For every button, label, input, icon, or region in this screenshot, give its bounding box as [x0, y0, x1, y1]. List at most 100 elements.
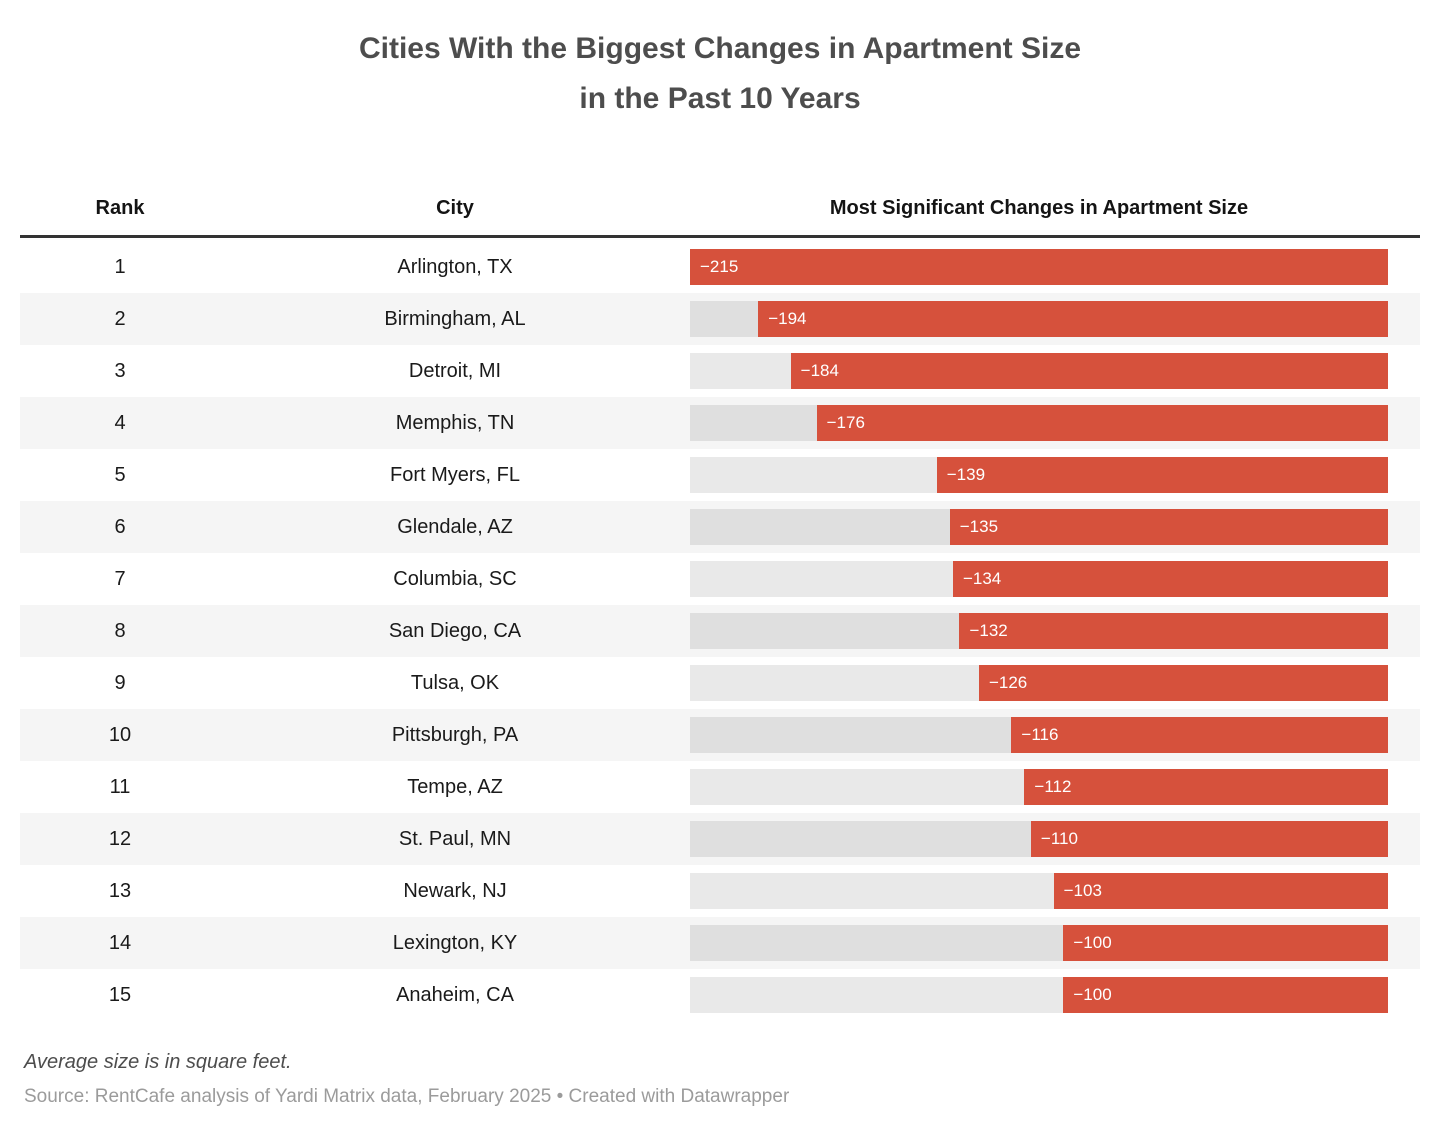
rank-cell: 8: [114, 619, 126, 642]
table-row: 11 Tempe, AZ −112: [20, 761, 1420, 813]
city-cell: San Diego, CA: [388, 619, 522, 642]
bar-value-label: −103: [1063, 881, 1102, 900]
bar-value-label: −112: [1034, 777, 1072, 796]
city-cell: Lexington, KY: [392, 931, 518, 954]
bar-track: −215: [690, 249, 1388, 285]
bar-value-label: −215: [700, 257, 739, 276]
bar-fill: −110: [1030, 821, 1388, 857]
bar-fill: −134: [952, 561, 1388, 597]
bar-fill: −132: [959, 613, 1388, 649]
city-cell: Tulsa, OK: [410, 671, 500, 694]
bar-cell: −112: [690, 769, 1420, 805]
table-row: 4 Memphis, TN −176: [20, 397, 1420, 449]
city-cell: Newark, NJ: [403, 879, 507, 902]
bar-track: −100: [690, 977, 1388, 1013]
bar-value-label: −116: [1021, 725, 1059, 744]
bar-fill: −184: [790, 353, 1388, 389]
bar-fill: −139: [936, 457, 1388, 493]
bar-track: −110: [690, 821, 1388, 857]
bar-cell: −135: [690, 509, 1420, 545]
rank-cell: 9: [114, 671, 126, 694]
table-row: 15 Anaheim, CA −100: [20, 969, 1420, 1021]
bar-track: −126: [690, 665, 1388, 701]
city-cell: Birmingham, AL: [384, 307, 526, 330]
table-row: 14 Lexington, KY −100: [20, 917, 1420, 969]
table-row: 6 Glendale, AZ −135: [20, 501, 1420, 553]
rank-cell: 11: [109, 775, 131, 798]
bar-fill: −100: [1063, 925, 1388, 961]
bar-track: −103: [690, 873, 1388, 909]
bar-cell: −126: [690, 665, 1420, 701]
chart-title: Cities With the Biggest Changes in Apart…: [0, 0, 1440, 124]
bar-track: −134: [690, 561, 1388, 597]
rank-cell: 5: [114, 463, 126, 486]
city-cell: Arlington, TX: [397, 255, 513, 278]
table-header-city: City: [436, 197, 474, 219]
rank-cell: 2: [114, 307, 126, 330]
bar-track: −184: [690, 353, 1388, 389]
bar-track: −139: [690, 457, 1388, 493]
table-row: 8 San Diego, CA −132: [20, 605, 1420, 657]
bar-value-label: −126: [988, 673, 1028, 692]
bar-track: −135: [690, 509, 1388, 545]
table-header-row: Rank City Most Significant Changes in Ap…: [20, 182, 1420, 238]
table-row: 12 St. Paul, MN −110: [20, 813, 1420, 865]
bar-track: −112: [690, 769, 1388, 805]
table-header-rank: Rank: [95, 197, 145, 219]
bar-fill: −103: [1053, 873, 1388, 909]
bar-cell: −176: [690, 405, 1420, 441]
city-cell: Fort Myers, FL: [389, 463, 520, 486]
bar-cell: −215: [690, 249, 1420, 285]
bar-track: −116: [690, 717, 1388, 753]
rank-cell: 10: [108, 723, 132, 746]
bar-track: −132: [690, 613, 1388, 649]
bar-track: −176: [690, 405, 1388, 441]
bar-cell: −100: [690, 977, 1420, 1013]
rank-cell: 3: [114, 359, 126, 382]
chart-source: Source: RentCafe analysis of Yardi Matri…: [24, 1086, 790, 1107]
rank-cell: 1: [114, 255, 126, 278]
bar-value-label: −110: [1040, 829, 1078, 848]
bar-fill: −176: [816, 405, 1388, 441]
city-cell: Glendale, AZ: [397, 515, 513, 538]
chart-title-line-1: Cities With the Biggest Changes in Apart…: [358, 32, 1082, 65]
bar-value-label: −194: [768, 309, 807, 328]
bar-cell: −139: [690, 457, 1420, 493]
bar-fill: −135: [949, 509, 1388, 545]
rank-cell: 6: [114, 515, 126, 538]
rank-cell: 15: [108, 983, 132, 1006]
table-row: 3 Detroit, MI −184: [20, 345, 1420, 397]
city-cell: Detroit, MI: [408, 359, 502, 382]
city-cell: Memphis, TN: [395, 411, 515, 434]
bar-cell: −116: [690, 717, 1420, 753]
city-cell: Anaheim, CA: [396, 983, 514, 1006]
table-row: 10 Pittsburgh, PA −116: [20, 709, 1420, 761]
table-row: 7 Columbia, SC −134: [20, 553, 1420, 605]
bar-value-label: −100: [1073, 933, 1112, 952]
bar-cell: −103: [690, 873, 1420, 909]
bar-fill: −116: [1011, 717, 1388, 753]
table-row: 2 Birmingham, AL −194: [20, 293, 1420, 345]
table-row: 5 Fort Myers, FL −139: [20, 449, 1420, 501]
chart-title-line-2: in the Past 10 Years: [579, 82, 861, 115]
bar-fill: −215: [690, 249, 1388, 285]
rank-cell: 13: [108, 879, 132, 902]
bar-cell: −132: [690, 613, 1420, 649]
bar-fill: −112: [1024, 769, 1388, 805]
bar-cell: −134: [690, 561, 1420, 597]
ranking-table: Rank City Most Significant Changes in Ap…: [20, 182, 1420, 1021]
city-cell: Pittsburgh, PA: [391, 723, 519, 746]
rank-cell: 12: [108, 827, 132, 850]
bar-cell: −110: [690, 821, 1420, 857]
rank-cell: 4: [114, 411, 126, 434]
bar-value-label: −184: [800, 361, 839, 380]
table-row: 1 Arlington, TX −215: [20, 241, 1420, 293]
bar-value-label: −135: [959, 517, 999, 536]
bar-cell: −194: [690, 301, 1420, 337]
rank-cell: 7: [114, 567, 126, 590]
bar-fill: −100: [1063, 977, 1388, 1013]
city-cell: St. Paul, MN: [398, 827, 512, 850]
city-cell: Columbia, SC: [393, 567, 517, 590]
bar-track: −100: [690, 925, 1388, 961]
city-cell: Tempe, AZ: [407, 775, 503, 798]
